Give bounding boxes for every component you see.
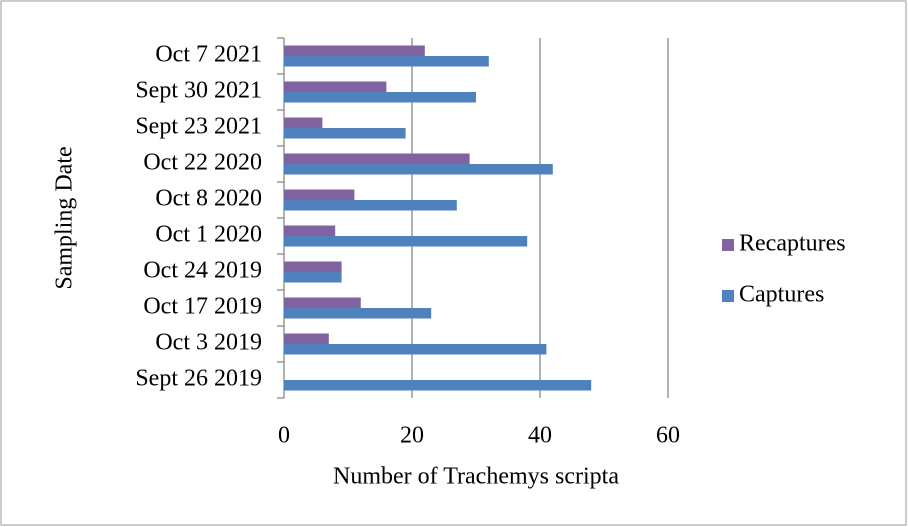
bar <box>284 200 457 211</box>
bar <box>284 261 342 272</box>
bar <box>284 380 592 391</box>
y-tick-label: Oct 1 2020 <box>155 222 262 248</box>
y-tick-label: Oct 22 2020 <box>143 150 262 176</box>
y-axis-label: Sampling Date <box>52 146 78 289</box>
y-tick-label: Sept 26 2019 <box>135 366 262 392</box>
bar <box>284 164 553 175</box>
y-tick-label: Oct 8 2020 <box>155 186 262 212</box>
bar <box>284 344 547 355</box>
y-tick-label: Sept 23 2021 <box>135 114 262 140</box>
x-tick-label: 20 <box>400 423 424 449</box>
bar <box>284 308 432 319</box>
bar <box>284 225 336 236</box>
bar <box>284 297 361 308</box>
y-tick-label: Sept 30 2021 <box>135 78 262 104</box>
x-tick-label: 40 <box>528 423 552 449</box>
bar <box>284 56 489 67</box>
bar <box>284 333 329 344</box>
bar <box>284 189 355 200</box>
legend-label: Recaptures <box>739 231 846 257</box>
y-tick-label: Oct 7 2021 <box>155 42 262 68</box>
bar <box>284 45 425 56</box>
bar <box>284 128 406 139</box>
bar <box>284 81 387 92</box>
bar <box>284 117 323 128</box>
legend-swatch <box>722 239 734 251</box>
y-tick-label: Oct 17 2019 <box>143 294 262 320</box>
bar <box>284 272 342 283</box>
bar <box>284 92 476 103</box>
x-axis-label: Number of Trachemys scripta <box>333 464 619 490</box>
bar <box>284 153 470 164</box>
x-tick-label: 60 <box>656 423 680 449</box>
x-tick-label: 0 <box>278 423 290 449</box>
y-tick-label: Oct 24 2019 <box>143 258 262 284</box>
legend-swatch <box>722 290 734 302</box>
y-tick-label: Oct 3 2019 <box>155 330 262 356</box>
legend-label: Captures <box>739 282 824 308</box>
bar <box>284 236 528 247</box>
